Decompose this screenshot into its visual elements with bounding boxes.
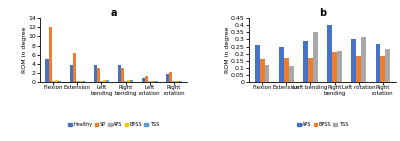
Bar [380,56,385,82]
Bar [260,59,264,82]
Bar [264,65,269,82]
Legend: APS, BPSS, TSS: APS, BPSS, TSS [296,121,349,128]
Bar [121,68,124,82]
Bar [284,58,289,82]
Bar [103,80,106,82]
Bar [172,81,176,82]
Bar [255,45,260,82]
Bar [55,80,58,82]
Bar [97,68,100,82]
Bar [106,80,109,82]
Bar [151,81,154,82]
Bar [100,81,103,82]
Title: a: a [110,8,117,17]
Bar [79,81,82,82]
Bar [303,41,308,82]
Bar [127,80,130,82]
Bar [308,58,313,82]
Bar [337,51,342,82]
Bar [385,49,390,82]
Bar [154,81,158,82]
Bar [361,37,366,82]
Bar [124,81,127,82]
Bar [148,81,151,82]
Bar [94,65,97,82]
Bar [166,74,169,82]
Bar [176,81,178,82]
Bar [70,65,73,82]
Bar [313,32,318,82]
Bar [169,72,172,82]
Y-axis label: ROM in degree: ROM in degree [22,27,26,73]
Bar [289,66,294,82]
Bar [279,47,284,82]
Bar [76,81,79,82]
Bar [356,56,361,82]
Bar [58,81,61,82]
Bar [52,81,55,82]
Bar [118,65,121,82]
Bar [142,78,145,82]
Bar [351,39,356,82]
Bar [178,81,182,82]
Legend: Healthy, SP, APS, BPSS, TSS: Healthy, SP, APS, BPSS, TSS [67,121,160,128]
Y-axis label: ROM in degree: ROM in degree [224,27,230,73]
Bar [376,44,380,82]
Bar [46,59,48,82]
Bar [332,52,337,82]
Bar [82,81,85,82]
Bar [327,25,332,82]
Bar [73,53,76,82]
Bar [48,27,52,82]
Bar [130,80,134,82]
Title: b: b [319,8,326,17]
Bar [145,76,148,82]
